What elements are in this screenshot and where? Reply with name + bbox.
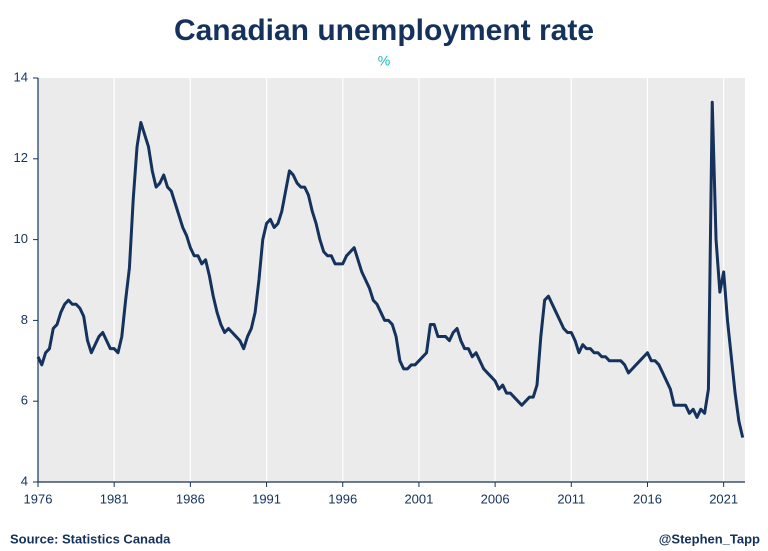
x-tick-label: 2021 <box>709 491 738 506</box>
x-tick-label: 1991 <box>252 491 281 506</box>
chart-subtitle: % <box>378 53 390 69</box>
chart-title: Canadian unemployment rate <box>174 14 594 47</box>
y-tick-label: 10 <box>14 231 28 246</box>
y-tick-label: 6 <box>21 393 28 408</box>
x-tick-label: 1976 <box>24 491 53 506</box>
x-tick-label: 2016 <box>633 491 662 506</box>
x-tick-label: 1996 <box>328 491 357 506</box>
source: Source: Statistics Canada <box>10 531 171 546</box>
x-tick-label: 1986 <box>176 491 205 506</box>
y-tick-label: 4 <box>21 473 28 488</box>
data-line <box>36 100 745 438</box>
y-tick-label: 8 <box>21 312 28 327</box>
x-tick-label: 2006 <box>481 491 510 506</box>
credit: @Stephen_Tapp <box>659 531 760 546</box>
y-tick-label: 14 <box>14 69 28 84</box>
y-tick-label: 12 <box>14 150 28 165</box>
plot-background <box>38 78 745 482</box>
x-tick-label: 1981 <box>100 491 129 506</box>
x-tick-label: 2011 <box>557 491 585 506</box>
x-tick-label: 2001 <box>404 491 433 506</box>
